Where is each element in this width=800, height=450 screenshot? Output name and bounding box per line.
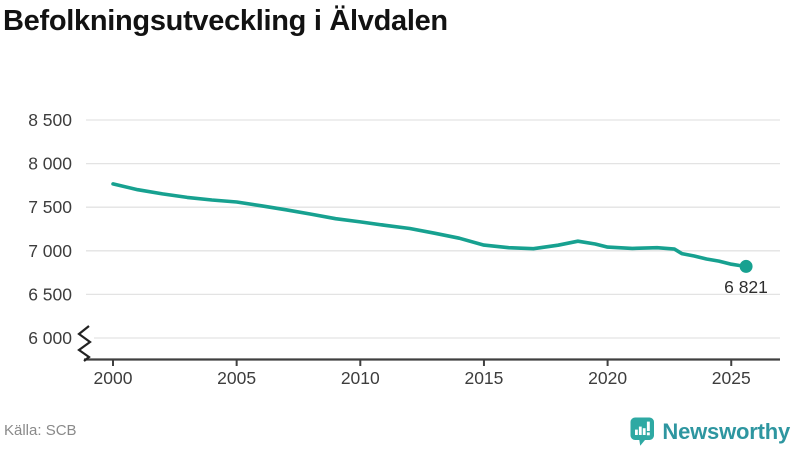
x-axis: 2000 2005 2010 2015 2020 2025 xyxy=(84,358,780,388)
y-tick-label: 6 500 xyxy=(28,284,72,304)
newsworthy-logo: Newsworthy xyxy=(630,417,790,446)
x-tick-label: 2010 xyxy=(341,368,380,388)
newsworthy-icon xyxy=(630,417,655,446)
chart-title: Befolkningsutveckling i Älvdalen xyxy=(3,5,448,37)
y-tick-label: 7 500 xyxy=(28,197,72,217)
x-tick-label: 2005 xyxy=(217,368,256,388)
y-tick-label: 7 000 xyxy=(28,241,72,261)
x-tick-label: 2025 xyxy=(712,368,751,388)
population-series xyxy=(111,182,753,273)
x-tick-label: 2020 xyxy=(588,368,627,388)
x-tick-label: 2015 xyxy=(464,368,503,388)
y-tick-label: 8 500 xyxy=(28,110,72,130)
last-value-label: 6 821 xyxy=(724,277,768,297)
last-point-dot xyxy=(739,259,753,273)
y-axis-break-icon xyxy=(77,325,92,362)
source-text: Källa: SCB xyxy=(4,422,77,439)
population-line xyxy=(111,182,748,269)
y-tick-label: 6 000 xyxy=(28,328,72,348)
gridlines: 8 500 8 000 7 500 7 000 6 500 6 000 xyxy=(28,110,780,348)
x-tick-label: 2000 xyxy=(94,368,133,388)
y-tick-label: 8 000 xyxy=(28,154,72,174)
newsworthy-wordmark: Newsworthy xyxy=(662,418,790,444)
